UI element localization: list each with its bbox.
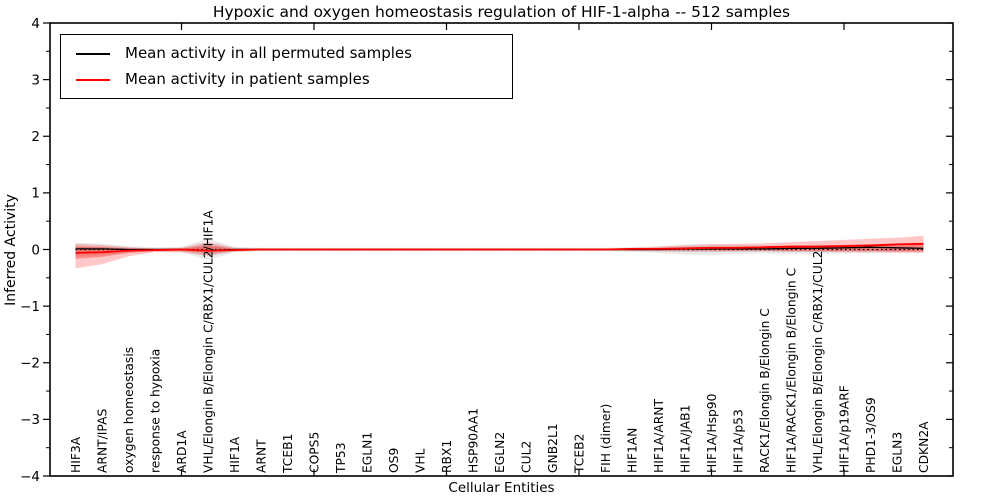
legend-item-patient: Mean activity in patient samples [61,72,512,87]
y-tick-label: 3 [31,72,40,88]
x-category-label: ARNT [255,439,269,473]
series-line-1 [75,242,924,254]
patient-line-swatch-icon [76,78,110,81]
x-axis-label: Cellular Entities [448,480,555,496]
x-category-label: VHL/Elongin B/Elongin C/RBX1/CUL2/HIF1A [202,210,216,473]
x-category-label: HIF1A/ARNT [652,399,666,473]
legend-label-patient: Mean activity in patient samples [125,70,370,88]
x-category-label: EGLN3 [891,432,905,473]
x-category-label: HIF1A/p19ARF [838,385,852,473]
x-category-label: RACK1/Elongin B/Elongin C [758,308,772,473]
x-category-label: response to hypoxia [149,349,163,473]
legend: Mean activity in all permuted samples Me… [60,34,513,99]
x-category-label: EGLN2 [493,432,507,473]
x-category-label: ARD1A [175,430,189,473]
x-category-label: HIF1A/Hsp90 [705,394,719,473]
plot-frame [49,22,954,477]
x-category-label: PHD1-3/OS9 [864,397,878,473]
x-category-label: GNB2L1 [546,423,560,473]
x-category-label: HSP90AA1 [467,408,481,473]
x-category-label: CDKN2A [917,421,931,473]
x-category-label: RBX1 [440,440,454,473]
y-tick-label: −4 [20,469,40,485]
y-tick-label: −3 [20,412,40,428]
x-category-label: TCEB1 [281,434,295,474]
legend-item-permuted: Mean activity in all permuted samples [61,46,512,61]
legend-label-permuted: Mean activity in all permuted samples [125,44,412,62]
x-category-label: HIF1A/JAB1 [679,405,693,473]
x-category-label: TP53 [334,442,348,474]
y-tick-label: 1 [31,186,40,202]
x-category-label: HIF1A [228,436,242,473]
x-category-label: EGLN1 [361,432,375,473]
chart-title: Hypoxic and oxygen homeostasis regulatio… [212,3,791,21]
x-category-label: oxygen homeostasis [122,347,136,473]
x-category-label: TCEB2 [573,434,587,474]
x-category-label: HIF3A [69,436,83,473]
y-tick-label: 4 [31,16,40,32]
y-tick-label: −1 [20,299,40,315]
x-category-label: VHL/Elongin B/Elongin C/RBX1/CUL2 [811,251,825,473]
x-category-label: ARNT/IPAS [96,409,110,473]
x-category-label: COPS5 [308,432,322,473]
x-category-label: CUL2 [520,441,534,473]
x-category-label: HIF1A/RACK1/Elongin B/Elongin C [785,268,799,473]
x-category-label: FIH (dimer) [599,404,613,473]
y-tick-label: −2 [20,356,40,372]
permuted-line-swatch-icon [76,52,110,55]
x-category-label: HIF1A/p53 [732,409,746,473]
x-category-label: HIF1AN [626,428,640,473]
y-tick-label: 0 [31,242,40,258]
x-category-label: OS9 [387,448,401,473]
x-category-label: VHL [414,448,428,473]
y-tick-label: 2 [31,129,40,145]
